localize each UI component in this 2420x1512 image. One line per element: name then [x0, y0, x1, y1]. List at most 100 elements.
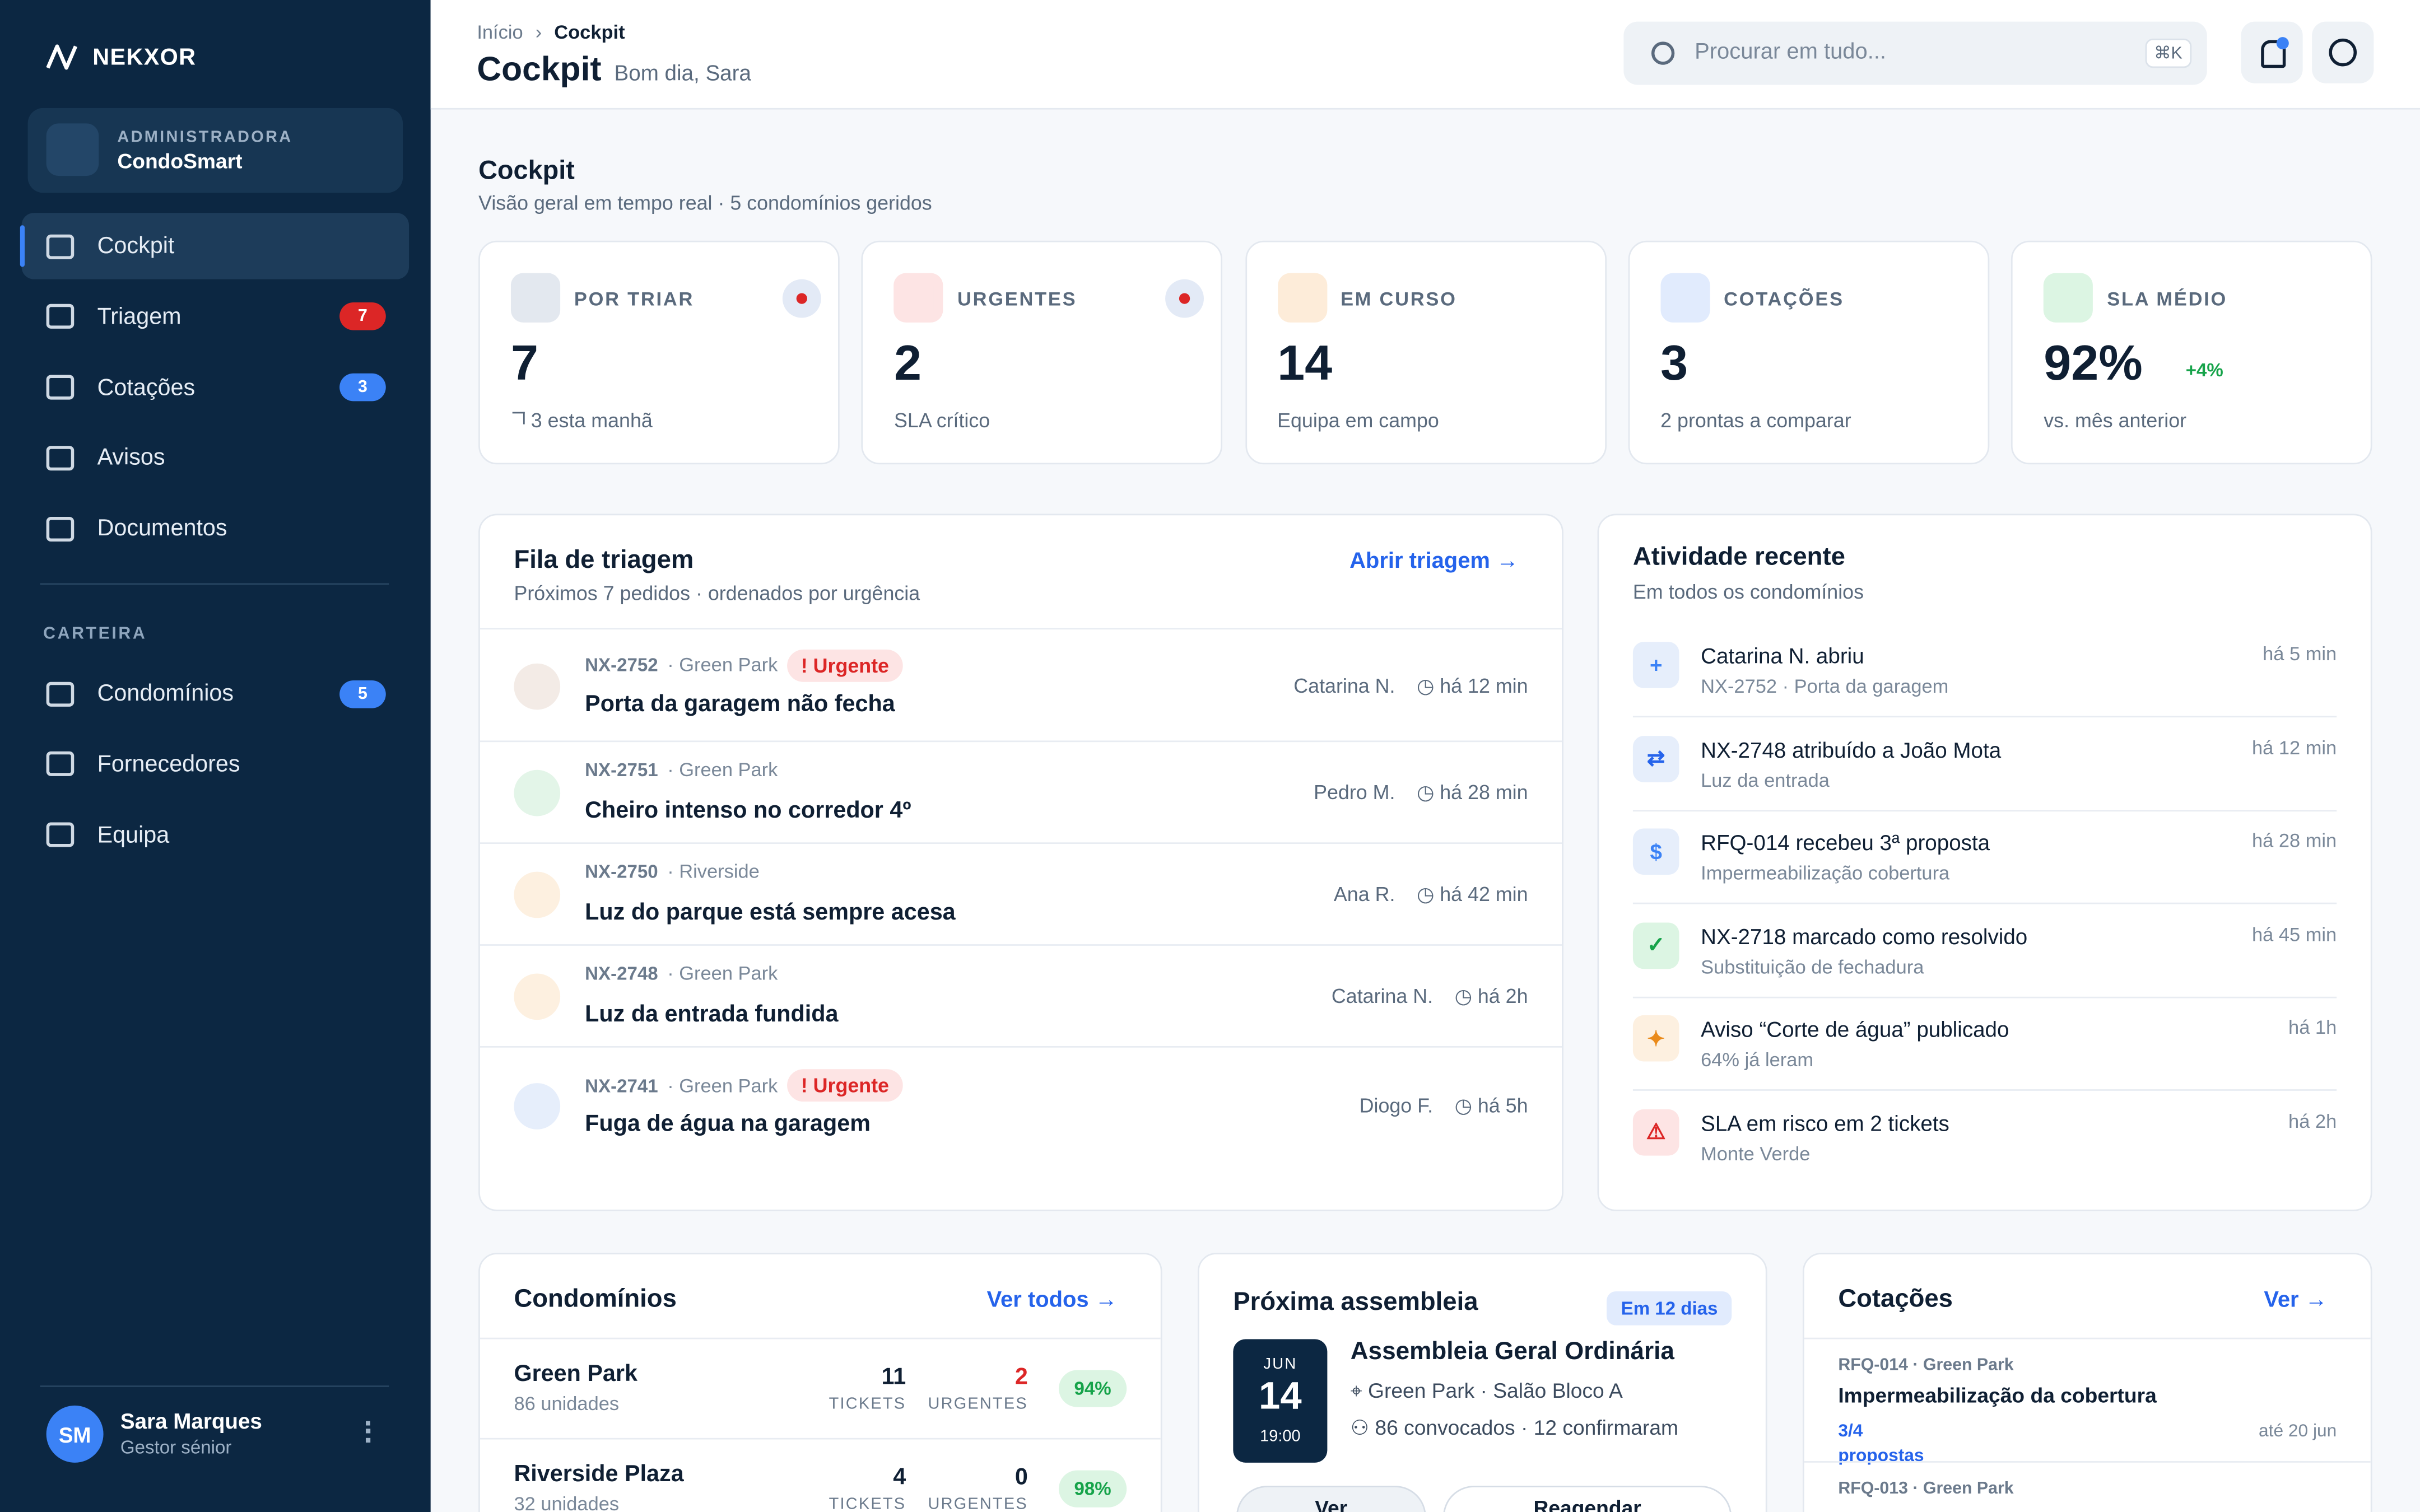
activity-icon: ✓ — [1632, 922, 1679, 968]
nav-badge: 7 — [339, 302, 386, 331]
nav-icon — [46, 822, 75, 847]
button-view[interactable]: Ver — [1236, 1486, 1426, 1512]
ticket-row[interactable]: NX-2748 · Green Park Luz da entrada fundid… — [480, 944, 1562, 1048]
nav-icon — [46, 445, 75, 471]
notifications[interactable] — [2241, 21, 2303, 83]
see-all[interactable]: Ver todos → — [986, 1288, 1118, 1313]
kpi-value: 2 — [894, 334, 922, 391]
condo-name: Riverside Plaza — [514, 1461, 684, 1487]
help-icon — [2329, 38, 2357, 67]
activity-row[interactable]: + Catarina N. abriu NX-2752 · Porta da gar… — [1599, 634, 2371, 726]
ticket-icon — [514, 769, 561, 816]
people-text: 86 convocados · 12 confirmaram — [1375, 1416, 1679, 1440]
nav-item[interactable]: Condomínios 5 — [22, 660, 409, 726]
nav-item[interactable]: Cotações 3 — [22, 354, 409, 421]
ticket-row[interactable]: NX-2751 · Green Park Cheiro intenso no cor… — [480, 740, 1562, 844]
nav-label: Cotações — [97, 374, 196, 401]
condo-row[interactable]: Riverside Plaza 32 unidades 4 TICKETS 0 URGEN… — [480, 1438, 1161, 1512]
ticket-row[interactable]: NX-2750 · Riverside Luz do parque está sem… — [480, 842, 1562, 946]
quote-title: Impermeabilização da cobertura — [1838, 1384, 2157, 1407]
button-reschedule[interactable]: Reagendar — [1443, 1486, 1732, 1512]
nav-icon — [46, 681, 75, 706]
ticket-meta: NX-2748 · Green Park — [585, 963, 778, 984]
quote-row[interactable]: RFQ-013 · Green Park — [1804, 1461, 2371, 1512]
condo-units: 86 unidades — [514, 1393, 620, 1415]
kpi-value: 92% — [2044, 334, 2143, 391]
page-title: Cockpit — [478, 156, 575, 185]
condo-units: 32 unidades — [514, 1493, 620, 1512]
activity-row[interactable]: ⇄ NX-2748 atribuído a João Mota Luz da ent… — [1599, 727, 2371, 820]
activity-time: há 5 min — [2263, 643, 2337, 665]
ticket-title: Porta da garagem não fecha — [585, 690, 895, 717]
activity-time: há 45 min — [2251, 923, 2337, 945]
age: ◷ há 2h — [1454, 984, 1528, 1008]
card-title: Condomínios — [514, 1285, 677, 1313]
activity-card: Atividade recente Em todos os condomínios… — [1597, 514, 2372, 1211]
ticket-place: · Green Park — [667, 1074, 778, 1096]
search[interactable]: Procurar em tudo... ⌘K — [1623, 21, 2207, 85]
assembly-name: Assembleia Geral Ordinária — [1350, 1339, 1674, 1366]
kpi-label: URGENTES — [957, 288, 1077, 310]
quote-row[interactable]: RFQ-014 · Green Park Impermeabilização da… — [1804, 1337, 2371, 1466]
activity-row[interactable]: ✓ NX-2718 marcado como resolvido Substitui… — [1599, 914, 2371, 1006]
org-switcher[interactable]: ADMINISTRADORA CondoSmart — [27, 108, 403, 193]
activity-time: há 12 min — [2251, 736, 2337, 759]
activity-row[interactable]: ⚠ SLA em risco em 2 tickets Monte Verde há … — [1599, 1101, 2371, 1193]
search-icon — [1651, 41, 1675, 65]
ticket-title: Cheiro intenso no corredor 4º — [585, 797, 911, 824]
activity-row[interactable]: ✦ Aviso “Corte de água” publicado 64% já l… — [1599, 1007, 2371, 1100]
user-role: Gestor sénior — [120, 1436, 232, 1458]
page-subtitle: Visão geral em tempo real · 5 condomínio… — [478, 191, 932, 214]
urgent-value: 2 — [1014, 1364, 1028, 1390]
ticket-row[interactable]: NX-2752 · Green Park ! Urgente Porta da gar… — [480, 628, 1562, 742]
nav-label: Documentos — [97, 515, 227, 542]
kpi-note: Equipa em campo — [1277, 409, 1439, 432]
nav-item[interactable]: Documentos — [22, 496, 409, 562]
open-triage[interactable]: Abrir triagem → — [1349, 549, 1519, 574]
crumb[interactable]: Início — [477, 21, 523, 44]
nav-item[interactable]: Cockpit — [20, 213, 409, 279]
kpi-card[interactable]: EM CURSO 14 Equipa em campo — [1245, 240, 1606, 465]
kpi-card[interactable]: URGENTES 2 SLA crítico — [862, 240, 1223, 465]
ticket-title: Luz do parque está sempre acesa — [585, 899, 956, 926]
nav-label: Condomínios — [97, 680, 234, 707]
assignee: Diogo F. — [1359, 1094, 1434, 1117]
kpi-note: SLA crítico — [894, 409, 990, 432]
card-title: Atividade recente — [1632, 543, 1845, 571]
quote-meta: RFQ-014 · Green Park — [1838, 1356, 2014, 1375]
assignee: Pedro M. — [1314, 781, 1395, 804]
condo-row[interactable]: Green Park 86 unidades 11 TICKETS 2 URGENTES 9… — [480, 1337, 1161, 1440]
activity-title: SLA em risco em 2 tickets — [1701, 1110, 1949, 1135]
ticket-icon — [514, 871, 561, 918]
date-day: 14 — [1259, 1374, 1302, 1418]
kpi-value: 14 — [1277, 334, 1333, 391]
ticket-meta: NX-2752 · Green Park ! Urgente — [585, 648, 903, 682]
divider — [40, 1385, 389, 1387]
nav-badge: 5 — [339, 679, 386, 708]
nav-badge: 3 — [339, 373, 386, 402]
nav-item[interactable]: Equipa — [22, 802, 409, 868]
age-text: há 42 min — [1440, 882, 1528, 906]
nav-item[interactable]: Fornecedores — [22, 731, 409, 797]
ticket-id: NX-2751 — [585, 759, 658, 781]
divider — [1632, 996, 2337, 998]
nav-icon — [46, 304, 75, 329]
tag-text: Urgente — [813, 653, 889, 677]
assignee: Catarina N. — [1293, 673, 1395, 697]
tickets-value: 4 — [893, 1464, 906, 1491]
nav-item[interactable]: Avisos — [22, 425, 409, 491]
help[interactable] — [2312, 21, 2374, 83]
tickets-label: TICKETS — [829, 1394, 906, 1413]
ticket-icon — [514, 662, 561, 709]
kpi-note: 3 esta manhã — [530, 409, 653, 432]
ticket-id: NX-2752 — [585, 654, 658, 676]
kpi-card[interactable]: COTAÇÕES 3 2 prontas a comparar — [1628, 240, 1990, 465]
header: Início › Cockpit Cockpit Bom dia, Sara Procur… — [430, 0, 2420, 110]
nav-label: Triagem — [97, 304, 182, 330]
see-quotes[interactable]: Ver → — [2264, 1288, 2328, 1313]
ticket-row[interactable]: NX-2741 · Green Park ! Urgente Fuga de água… — [480, 1046, 1562, 1210]
kpi-card[interactable]: POR TRIAR 7 3 esta manhã — [478, 240, 840, 465]
kpi-card[interactable]: SLA MÉDIO 92% vs. mês anterior +4% — [2011, 240, 2373, 465]
activity-row[interactable]: $ RFQ-014 recebeu 3ª proposta Impermeabili… — [1599, 821, 2371, 913]
nav-item[interactable]: Triagem 7 — [22, 283, 409, 349]
